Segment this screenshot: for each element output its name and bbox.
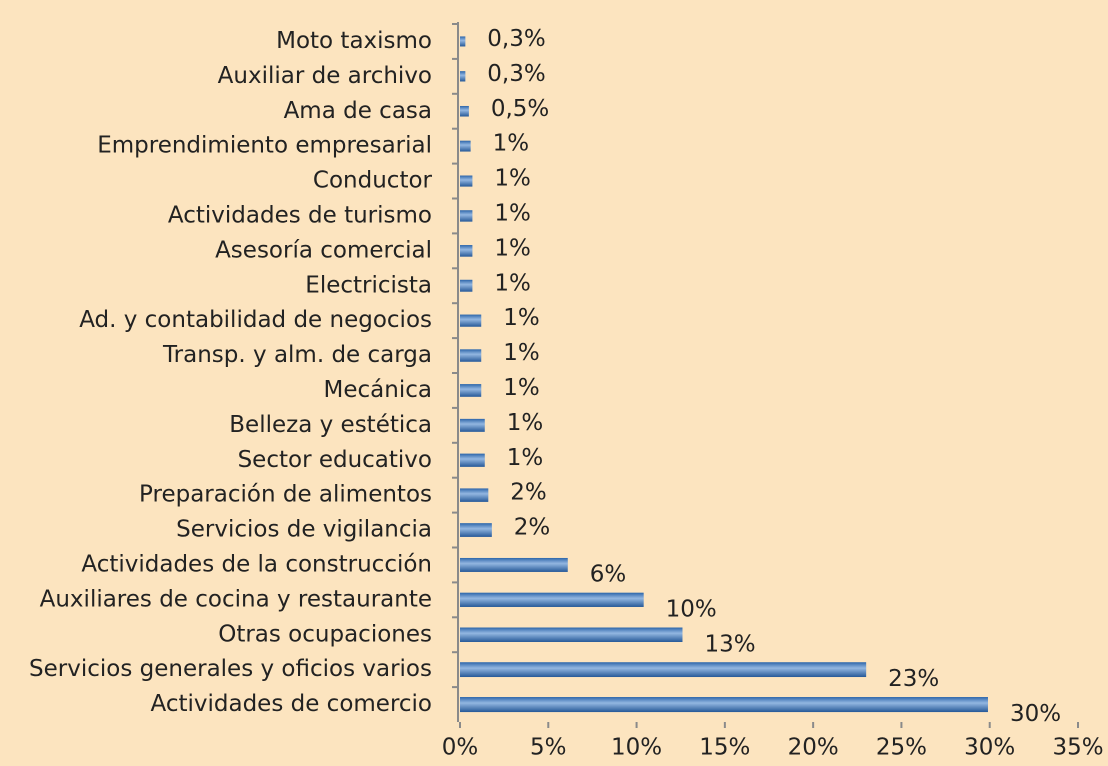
category-label: Mecánica <box>324 377 432 403</box>
data-label: 0,3% <box>487 26 545 52</box>
x-tick-label: 20% <box>788 735 839 761</box>
data-label: 1% <box>494 270 531 296</box>
bar-highlight <box>460 384 482 397</box>
data-label: 0,3% <box>487 61 545 87</box>
bar-highlight <box>460 627 683 642</box>
data-label: 1% <box>507 445 543 471</box>
x-tick-label: 15% <box>699 735 750 761</box>
category-label: Moto taxismo <box>276 28 432 54</box>
bar-highlight <box>460 662 867 678</box>
data-label: 0,5% <box>491 96 549 122</box>
data-label: 1% <box>503 340 540 366</box>
bar-highlight <box>460 245 473 257</box>
category-label: Asesoría comercial <box>215 237 432 263</box>
category-label: Actividades de turismo <box>168 202 432 228</box>
category-label: Auxiliares de cocina y restaurante <box>40 586 432 612</box>
bar-highlight <box>460 210 473 222</box>
category-label: Auxiliar de archivo <box>218 63 432 89</box>
x-tick-label: 25% <box>876 735 927 761</box>
data-label: 1% <box>507 410 543 436</box>
data-label: 13% <box>704 631 755 657</box>
bar-highlight <box>460 592 644 607</box>
data-label: 1% <box>503 375 540 401</box>
data-label: 2% <box>510 480 547 506</box>
x-tick-label: 30% <box>964 735 1015 761</box>
bar-highlight <box>460 523 492 537</box>
bar-highlight <box>460 71 466 82</box>
data-label: 10% <box>666 596 717 622</box>
bar-highlight <box>460 488 489 502</box>
category-label: Servicios generales y oficios varios <box>29 656 432 682</box>
category-label: Transp. y alm. de carga <box>162 342 432 368</box>
bar-highlight <box>460 175 473 187</box>
x-tick-label: 5% <box>530 735 567 761</box>
bar-highlight <box>460 36 466 47</box>
bar-highlight <box>460 105 469 117</box>
category-label: Ama de casa <box>284 98 432 124</box>
category-label: Actividades de comercio <box>150 691 432 717</box>
data-label: 23% <box>888 666 939 692</box>
bar-highlight <box>460 453 485 467</box>
bar-highlight <box>460 279 473 292</box>
category-label: Otras ocupaciones <box>218 621 432 647</box>
bar-highlight <box>460 557 568 572</box>
data-label: 1% <box>494 200 531 226</box>
data-label: 30% <box>1010 701 1061 727</box>
data-label: 1% <box>494 166 531 192</box>
data-label: 1% <box>493 131 530 157</box>
data-label: 6% <box>590 561 627 587</box>
category-label: Sector educativo <box>238 447 432 473</box>
category-label: Preparación de alimentos <box>139 482 432 508</box>
category-label: Servicios de vigilancia <box>176 517 432 543</box>
category-label: Belleza y estética <box>229 412 432 438</box>
x-tick-label: 0% <box>442 735 479 761</box>
data-label: 2% <box>514 515 551 541</box>
category-label: Emprendimiento empresarial <box>97 133 432 159</box>
bar-highlight <box>460 349 482 362</box>
category-label: Actividades de la construcción <box>81 551 432 577</box>
x-tick-label: 35% <box>1052 735 1103 761</box>
data-label: 1% <box>494 235 531 261</box>
category-label: Electricista <box>305 272 432 298</box>
category-label: Conductor <box>313 168 433 194</box>
bar-highlight <box>460 314 482 327</box>
bar-highlight <box>460 418 485 432</box>
bar-highlight <box>460 140 471 152</box>
x-tick-label: 10% <box>611 735 662 761</box>
bar-highlight <box>460 697 988 713</box>
data-label: 1% <box>503 305 540 331</box>
category-label: Ad. y contabilidad de negocios <box>79 307 432 333</box>
